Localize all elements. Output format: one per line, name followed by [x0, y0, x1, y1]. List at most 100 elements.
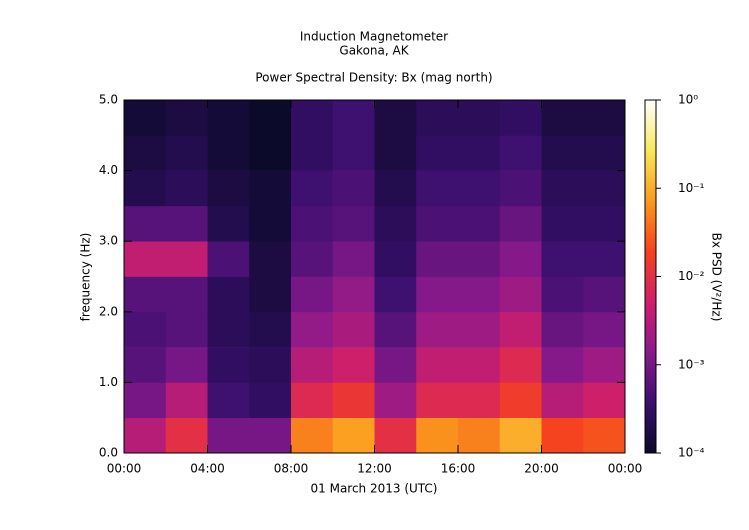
heat-cell: [207, 347, 250, 383]
heat-cell: [416, 417, 459, 454]
heat-cell: [374, 417, 417, 454]
heat-cell: [124, 311, 167, 348]
heat-cell: [374, 311, 417, 348]
heat-cell: [291, 170, 334, 207]
y-axis-label: frequency (Hz): [79, 233, 93, 322]
heat-cell: [583, 205, 626, 242]
x-tick-label: 16:00: [441, 462, 476, 476]
heat-cell: [458, 170, 501, 207]
heat-cell: [541, 100, 584, 136]
heat-cell: [541, 205, 584, 242]
heat-cell: [416, 135, 459, 171]
heat-cell: [541, 276, 584, 313]
heat-cell: [207, 311, 250, 348]
heat-cell: [207, 276, 250, 313]
heat-cell: [499, 241, 542, 277]
x-axis-label: 01 March 2013 (UTC): [311, 482, 438, 496]
heat-cell: [499, 170, 542, 207]
heat-cell: [207, 382, 250, 418]
heat-cell: [249, 382, 292, 418]
y-tick-label: 1.0: [99, 375, 118, 389]
heat-cell: [458, 417, 501, 454]
x-tick-label: 20:00: [524, 462, 559, 476]
x-tick-label: 12:00: [357, 462, 392, 476]
heat-cell: [249, 347, 292, 383]
heatmap: [124, 100, 626, 454]
y-tick-label: 3.0: [99, 234, 118, 248]
heat-cell: [332, 382, 375, 418]
heat-cell: [541, 241, 584, 277]
heat-cell: [583, 100, 626, 136]
heat-cell: [332, 241, 375, 277]
heat-cell: [458, 311, 501, 348]
colorbar-tick-label: 10⁻³: [678, 357, 705, 371]
heat-cell: [291, 311, 334, 348]
plot-title: Power Spectral Density: Bx (mag north): [255, 71, 492, 85]
heat-cell: [165, 135, 208, 171]
heat-cell: [374, 205, 417, 242]
heat-cell: [249, 241, 292, 277]
heat-cell: [374, 382, 417, 418]
heat-cell: [332, 276, 375, 313]
heat-cell: [541, 347, 584, 383]
colorbar-tick-label: 10⁰: [678, 93, 698, 107]
heat-cell: [374, 241, 417, 277]
heat-cell: [165, 417, 208, 454]
heat-cell: [124, 382, 167, 418]
heat-cell: [416, 100, 459, 136]
heat-cell: [332, 100, 375, 136]
heat-cell: [291, 135, 334, 171]
heat-cell: [332, 347, 375, 383]
heat-cell: [499, 100, 542, 136]
heat-cell: [499, 417, 542, 454]
heat-cell: [374, 135, 417, 171]
heat-cell: [458, 241, 501, 277]
heat-cell: [124, 100, 167, 136]
heat-cell: [583, 170, 626, 207]
colorbar-tick-label: 10⁻¹: [678, 181, 705, 195]
heat-cell: [499, 382, 542, 418]
heat-cell: [291, 205, 334, 242]
heat-cell: [583, 347, 626, 383]
heat-cell: [207, 417, 250, 454]
heat-cell: [332, 311, 375, 348]
heat-cell: [291, 382, 334, 418]
heat-cell: [541, 170, 584, 207]
heat-cell: [124, 205, 167, 242]
heat-cell: [458, 382, 501, 418]
heat-cell: [416, 276, 459, 313]
heat-cell: [332, 417, 375, 454]
heat-cell: [583, 382, 626, 418]
heat-cell: [249, 276, 292, 313]
heat-cell: [124, 276, 167, 313]
heat-cell: [458, 205, 501, 242]
heat-cell: [291, 417, 334, 454]
heat-cell: [458, 276, 501, 313]
heat-cell: [207, 170, 250, 207]
heat-cell: [541, 417, 584, 454]
heat-cell: [374, 276, 417, 313]
heat-cell: [332, 170, 375, 207]
chart-subtitle: Gakona, AK: [339, 44, 409, 58]
colorbar-label: Bx PSD (V²/Hz): [710, 233, 724, 322]
heat-cell: [499, 135, 542, 171]
heat-cell: [416, 311, 459, 348]
heat-cell: [207, 205, 250, 242]
heat-cell: [583, 276, 626, 313]
colorbar-tick-label: 10⁻²: [678, 269, 705, 283]
heat-cell: [499, 347, 542, 383]
y-tick-label: 2.0: [99, 304, 118, 318]
heat-cell: [332, 205, 375, 242]
heat-cell: [499, 205, 542, 242]
heat-cell: [207, 241, 250, 277]
heat-cell: [499, 311, 542, 348]
heat-cell: [416, 205, 459, 242]
heat-cell: [291, 347, 334, 383]
x-tick-label: 00:00: [608, 462, 643, 476]
heat-cell: [249, 170, 292, 207]
heat-cell: [124, 170, 167, 207]
heat-cell: [541, 382, 584, 418]
heat-cell: [416, 347, 459, 383]
heat-cell: [583, 241, 626, 277]
